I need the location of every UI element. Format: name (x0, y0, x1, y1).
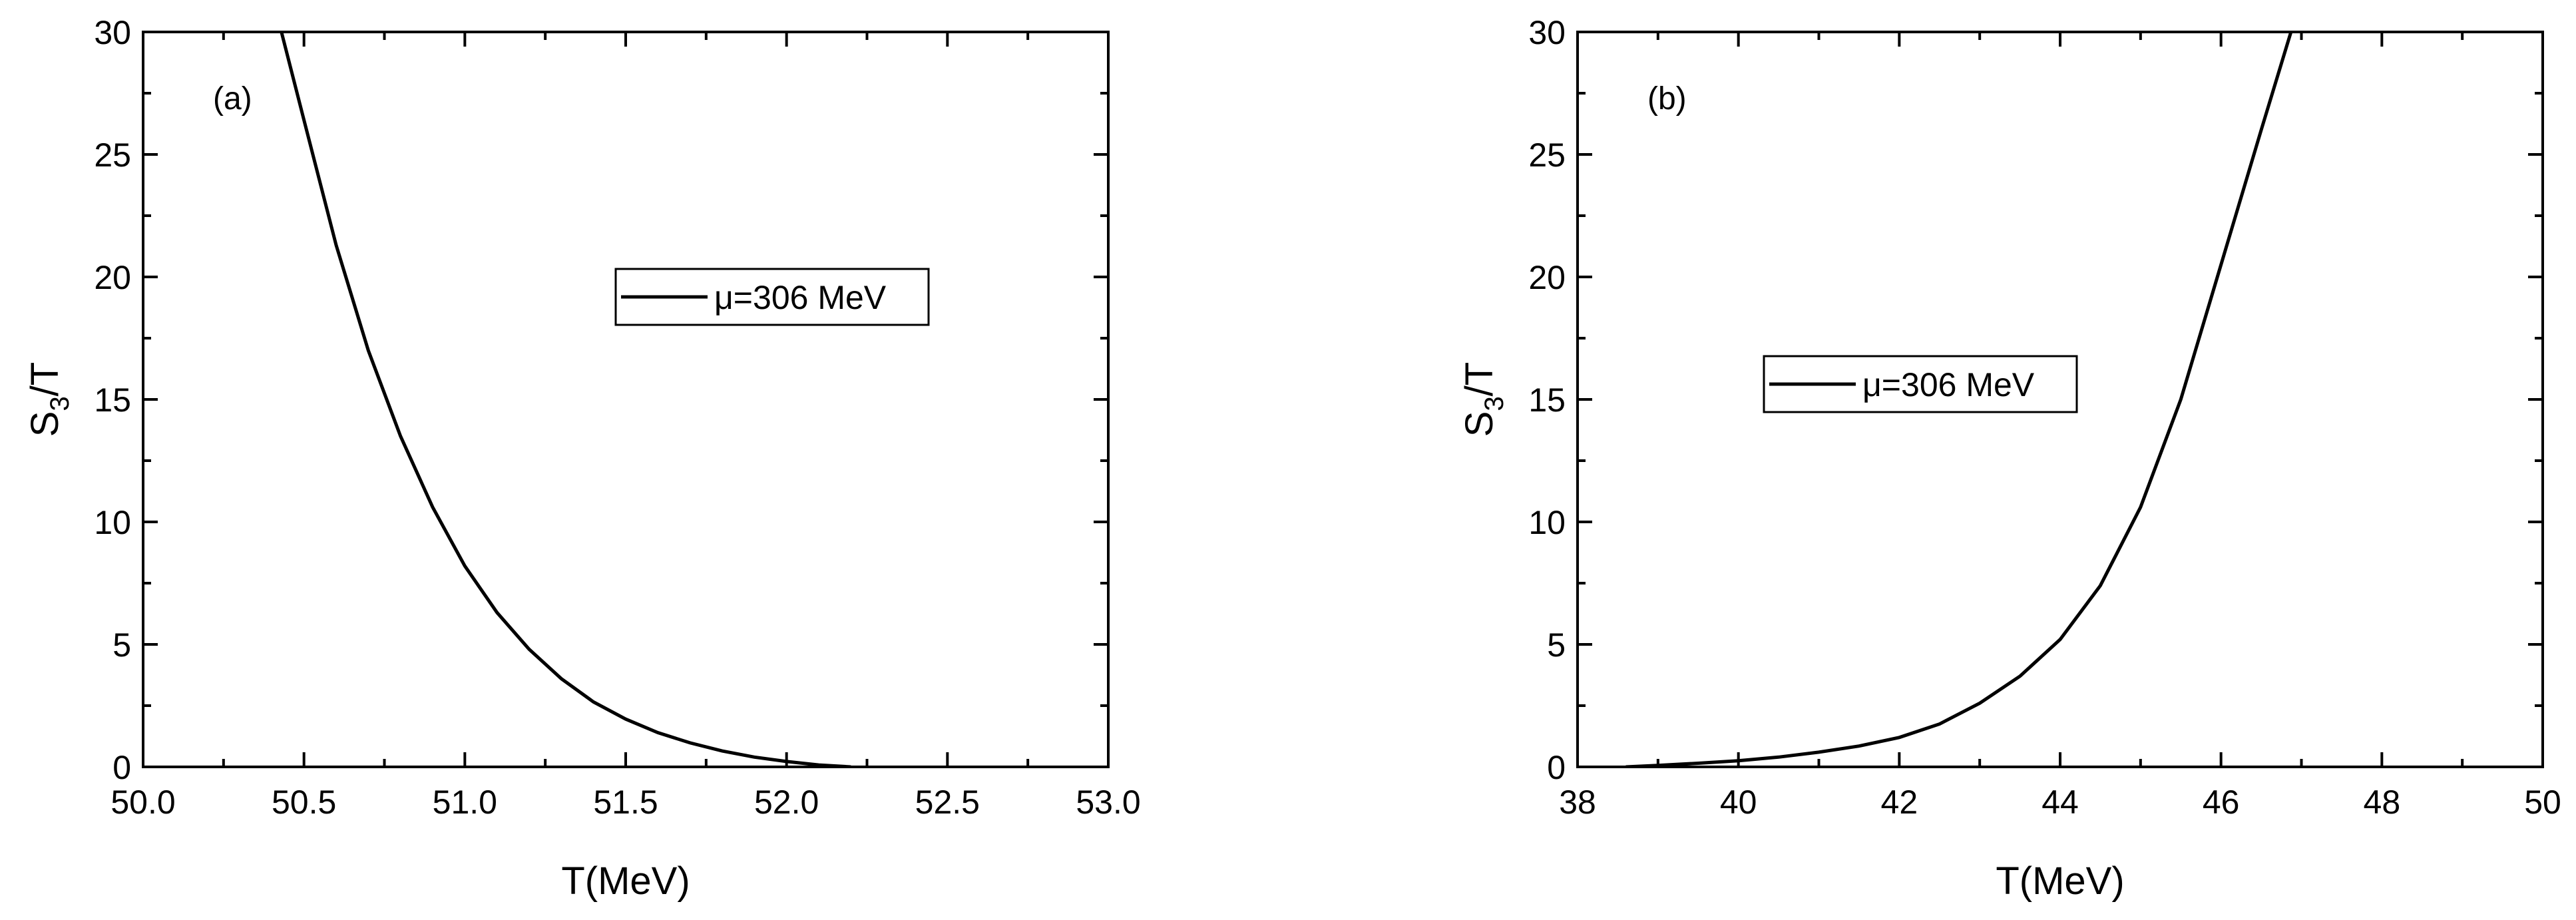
x-tick-label: 50 (2524, 784, 2561, 821)
x-tick-label: 44 (2041, 784, 2079, 821)
y-axis-label-main: S (1458, 411, 1501, 437)
x-tick-label: 51.5 (593, 784, 658, 821)
y-axis-label: S3/T (23, 362, 75, 437)
y-tick-label: 30 (94, 14, 131, 51)
y-tick-label: 25 (94, 136, 131, 174)
x-tick-label: 51.0 (433, 784, 497, 821)
y-tick-label: 0 (112, 749, 131, 786)
y-tick-label: 20 (94, 259, 131, 296)
y-axis-label: S3/T (1458, 362, 1509, 437)
x-tick-label: 46 (2203, 784, 2240, 821)
y-axis-label-main: S (23, 411, 67, 437)
legend: μ=306 MeV (614, 268, 930, 326)
y-tick-label: 0 (1547, 749, 1566, 786)
series-line (280, 32, 851, 767)
x-tick-label: 38 (1559, 784, 1596, 821)
x-tick-label: 50.0 (110, 784, 175, 821)
x-tick-label: 40 (1720, 784, 1757, 821)
x-axis-label: T(MeV) (1996, 859, 2124, 903)
y-tick-label: 30 (1528, 14, 1566, 51)
chart-panel-a: 50.0 50.5 51.0 51.5 52.0 52.5 53.0 0 5 10 15 20 25 30… (23, 14, 1141, 903)
x-tick-label: 53.0 (1076, 784, 1140, 821)
plot-frame (142, 31, 1110, 768)
chart-panel-b: 38 40 42 44 46 48 50 0 5 10 15 20 25 30 T(MeV) S3/T (b) μ… (1458, 14, 2561, 903)
x-tick-label: 52.5 (915, 784, 980, 821)
y-axis-label-rest: /T (1458, 362, 1501, 397)
x-tick-label: 52.0 (754, 784, 819, 821)
y-tick-label: 5 (112, 626, 131, 664)
x-axis-label: T(MeV) (561, 859, 690, 903)
y-axis-label-subscript: 3 (1480, 396, 1509, 411)
legend-label: μ=306 MeV (1862, 366, 2035, 403)
y-tick-label: 10 (94, 504, 131, 541)
legend: μ=306 MeV (1763, 355, 2078, 413)
panel-label: (a) (213, 81, 252, 116)
y-tick-label: 25 (1528, 136, 1566, 174)
y-tick-label: 15 (94, 381, 131, 419)
x-tick-label: 50.5 (272, 784, 336, 821)
y-tick-label: 10 (1528, 504, 1566, 541)
legend-label: μ=306 MeV (714, 279, 887, 316)
y-tick-label: 20 (1528, 259, 1566, 296)
y-tick-label: 15 (1528, 381, 1566, 419)
y-axis-label-rest: /T (23, 362, 67, 397)
x-tick-label: 42 (1881, 784, 1918, 821)
panel-label: (b) (1647, 81, 1687, 116)
x-tick-label: 48 (2364, 784, 2401, 821)
y-tick-label: 5 (1547, 626, 1566, 664)
series-line (1625, 32, 2293, 767)
y-axis-label-subscript: 3 (45, 396, 75, 411)
